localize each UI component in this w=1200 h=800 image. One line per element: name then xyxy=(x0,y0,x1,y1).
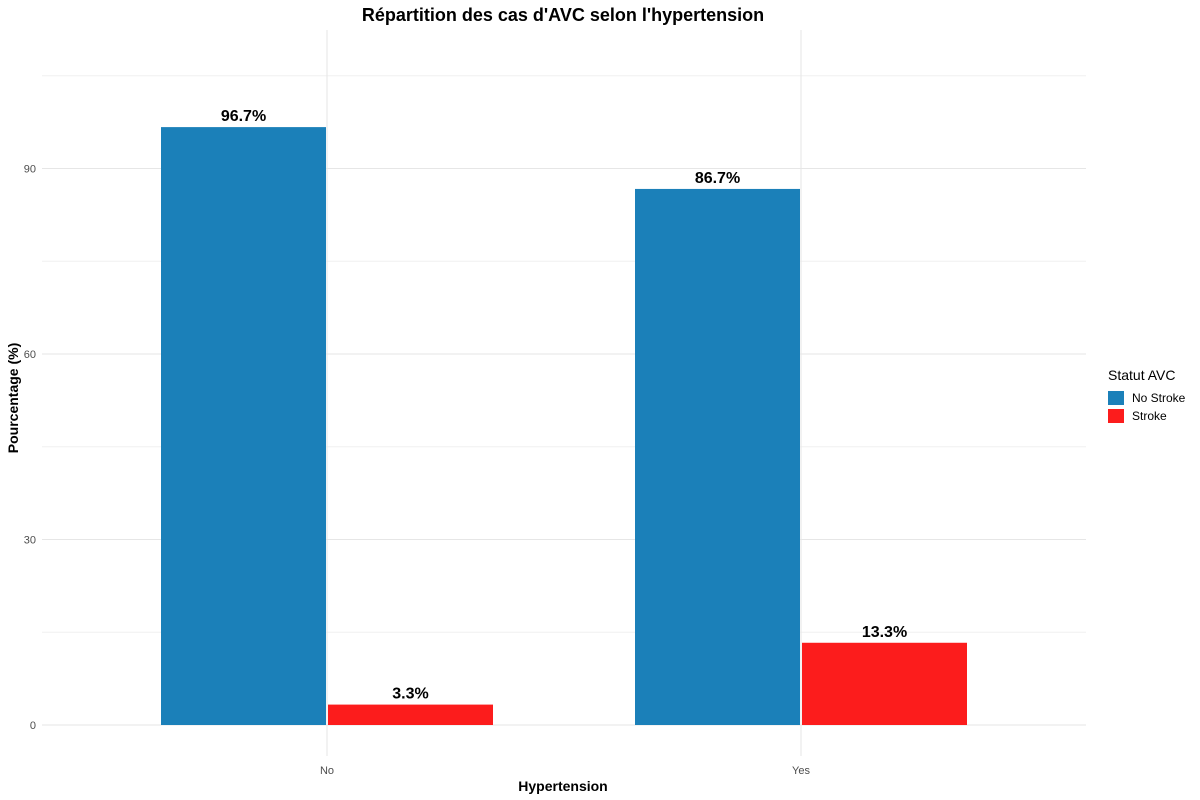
ticks-layer: 0 30 60 90 No Yes xyxy=(24,164,811,777)
legend-swatch xyxy=(1108,409,1124,423)
bar-no-stroke-no xyxy=(161,127,326,726)
bar-stroke-no xyxy=(328,704,493,725)
y-axis-title: Pourcentage (%) xyxy=(5,343,21,453)
data-labels-layer: 96.7% 86.7% 3.3% 13.3% xyxy=(221,108,907,702)
y-tick-label: 0 xyxy=(30,720,36,732)
y-tick-label: 60 xyxy=(24,349,36,361)
data-label: 96.7% xyxy=(221,108,266,125)
bar-stroke-yes xyxy=(802,642,967,725)
bars-layer xyxy=(161,127,967,726)
legend-label: Stroke xyxy=(1132,409,1167,423)
x-axis-title: Hypertension xyxy=(518,778,607,794)
legend: Statut AVC No Stroke Stroke xyxy=(1108,367,1186,423)
legend-title: Statut AVC xyxy=(1108,367,1175,383)
x-tick-label: Yes xyxy=(792,765,810,777)
y-tick-label: 90 xyxy=(24,164,36,176)
legend-swatch xyxy=(1108,391,1124,405)
bar-no-stroke-yes xyxy=(635,188,800,725)
data-label: 3.3% xyxy=(392,686,428,703)
data-label: 86.7% xyxy=(695,170,740,187)
chart-title: Répartition des cas d'AVC selon l'hypert… xyxy=(362,5,764,25)
data-label: 13.3% xyxy=(862,624,907,641)
legend-items: No Stroke Stroke xyxy=(1108,391,1186,423)
x-tick-label: No xyxy=(320,765,334,777)
y-tick-label: 30 xyxy=(24,535,36,547)
legend-label: No Stroke xyxy=(1132,391,1186,405)
